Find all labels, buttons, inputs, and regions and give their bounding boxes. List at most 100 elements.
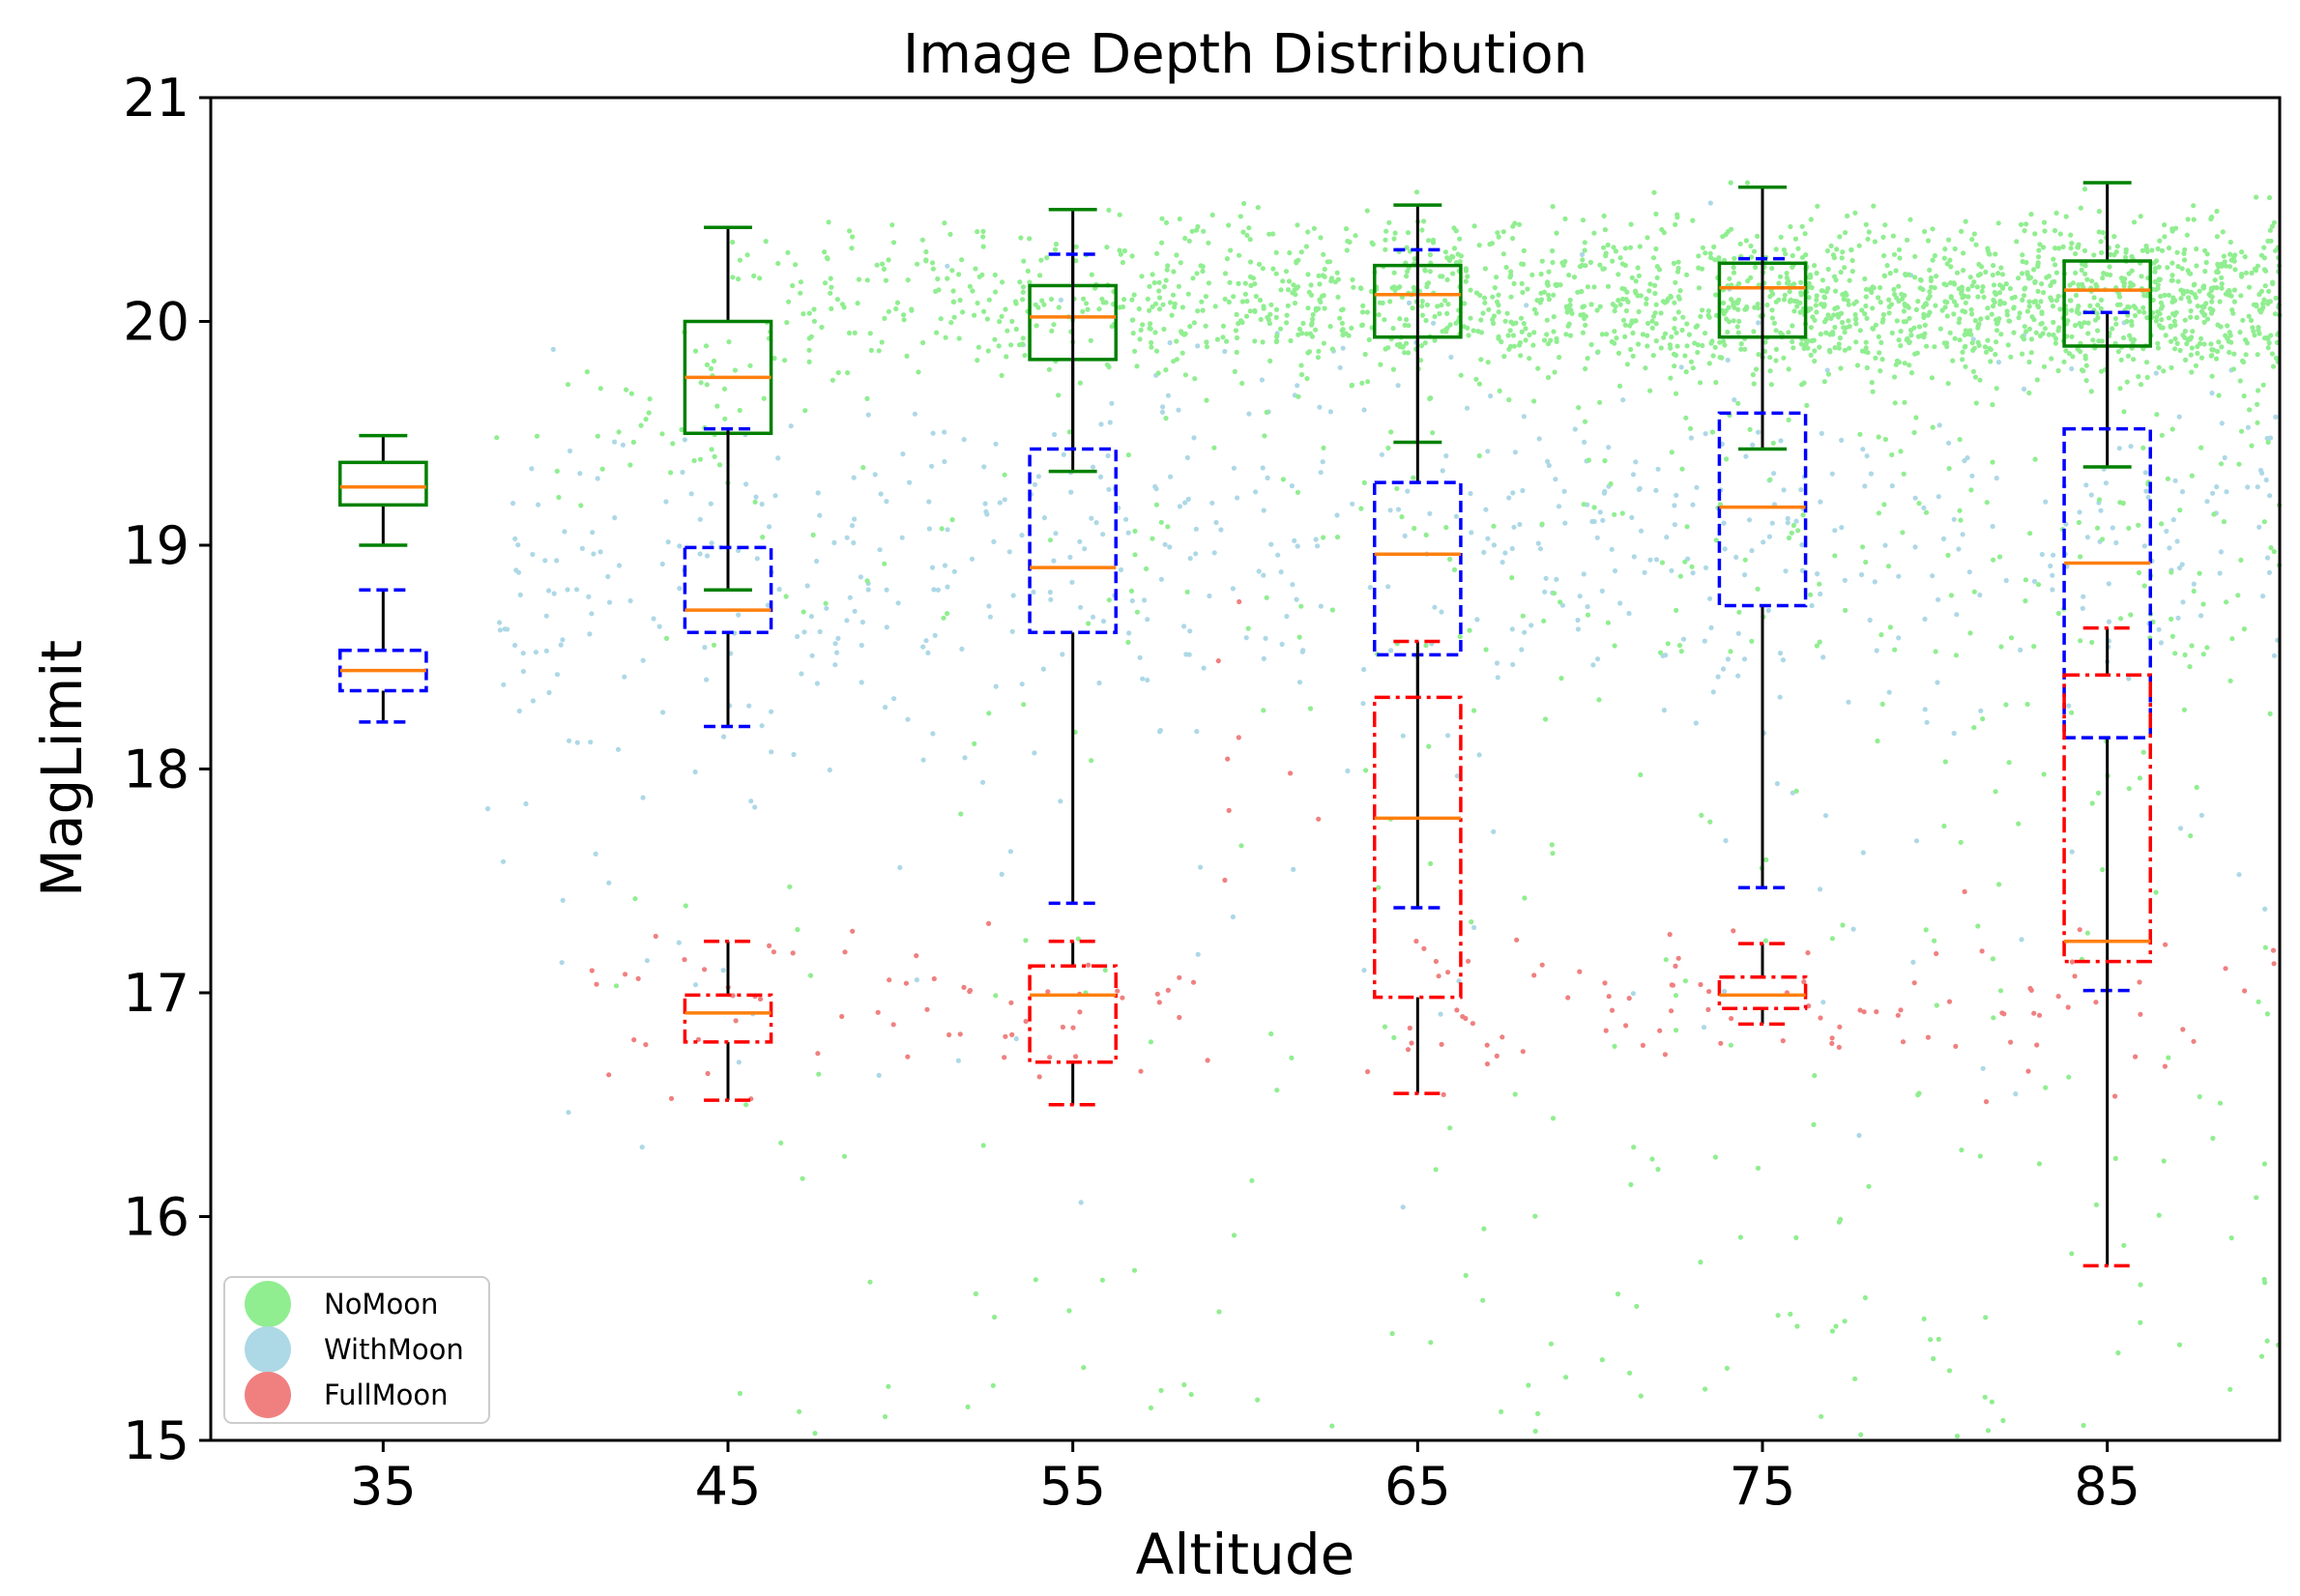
scatter-point (1927, 309, 1933, 315)
scatter-point (1496, 309, 1501, 315)
scatter-point (1790, 790, 1795, 796)
scatter-point (590, 530, 596, 536)
scatter-point (733, 1018, 739, 1024)
scatter-point (1983, 1099, 1990, 1105)
scatter-point (970, 288, 975, 294)
scatter-point (884, 587, 889, 593)
scatter-point (1878, 300, 1883, 305)
scatter-point (680, 469, 685, 476)
scatter-point (1842, 577, 1848, 583)
scatter-point (2188, 271, 2194, 276)
scatter-point (1971, 589, 1977, 595)
scatter-point (2036, 247, 2042, 253)
scatter-point (2261, 245, 2267, 250)
scatter-point (2095, 303, 2101, 308)
scatter-point (1549, 842, 1555, 848)
scatter-point (1299, 331, 1305, 336)
scatter-point (2020, 252, 2025, 258)
scatter-point (2023, 221, 2029, 227)
scatter-point (1667, 342, 1673, 348)
scatter-point (1262, 433, 1267, 439)
scatter-point (2214, 484, 2220, 490)
scatter-point (2063, 521, 2069, 527)
scatter-point (1339, 320, 1345, 326)
scatter-point (1982, 344, 1988, 350)
scatter-point (640, 657, 646, 663)
scatter-point (875, 1009, 881, 1015)
scatter-point (1735, 630, 1741, 636)
scatter-point (1689, 564, 1695, 569)
scatter-point (1898, 449, 1904, 454)
scatter-point (677, 586, 683, 592)
scatter-point (1657, 650, 1664, 655)
scatter-point (1819, 430, 1824, 436)
scatter-point (1163, 219, 1170, 225)
scatter-point (1903, 272, 1908, 277)
scatter-point (969, 556, 975, 562)
scatter-point (2215, 261, 2221, 267)
scatter-point (2153, 889, 2159, 895)
scatter-point (1671, 260, 1676, 266)
scatter-point (1061, 451, 1066, 457)
scatter-point (2225, 289, 2230, 295)
scatter-point (935, 276, 941, 282)
scatter-point (1505, 333, 1511, 338)
scatter-point (2191, 1038, 2197, 1044)
scatter-point (2270, 363, 2277, 369)
scatter-point (1658, 310, 1664, 316)
scatter-point (1985, 337, 1991, 343)
scatter-point (1187, 324, 1193, 330)
scatter-point (1743, 238, 1749, 244)
scatter-point (1769, 307, 1775, 313)
scatter-point (1829, 936, 1835, 942)
scatter-point (2007, 285, 2013, 292)
scatter-point (2051, 319, 2056, 325)
scatter-point (1773, 247, 1779, 252)
scatter-point (1255, 205, 1261, 211)
scatter-point (1334, 270, 1340, 276)
scatter-point (2187, 299, 2193, 305)
scatter-point (1969, 311, 1975, 317)
scatter-point (1836, 1044, 1842, 1050)
scatter-point (1484, 1061, 1491, 1067)
scatter-point (1516, 221, 1523, 227)
scatter-point (1821, 319, 1828, 325)
scatter-point (1256, 261, 1263, 267)
box-withmoon-75 (1717, 256, 1808, 889)
scatter-point (2208, 353, 2214, 359)
scatter-point (1008, 1000, 1014, 1005)
scatter-point (1668, 375, 1674, 381)
scatter-point (1591, 230, 1597, 236)
scatter-point (2189, 369, 2195, 375)
scatter-point (554, 558, 560, 564)
scatter-point (1991, 297, 1996, 303)
scatter-point (1781, 247, 1787, 253)
scatter-point (2175, 264, 2181, 270)
scatter-point (2141, 583, 2147, 589)
scatter-point (1635, 341, 1642, 347)
scatter-point (1343, 226, 1350, 232)
scatter-point (1104, 245, 1110, 250)
scatter-point (912, 411, 918, 417)
scatter-point (2154, 314, 2160, 320)
scatter-point (1550, 259, 1556, 266)
scatter-point (1764, 302, 1770, 308)
box-nomoon-35 (338, 433, 428, 547)
scatter-point (1736, 280, 1742, 286)
scatter-point (1145, 617, 1150, 623)
scatter-point (1558, 676, 1564, 682)
scatter-point (1535, 365, 1541, 371)
scatter-point (1557, 355, 1562, 361)
scatter-point (1266, 231, 1272, 237)
scatter-point (2172, 478, 2178, 483)
scatter-point (1761, 539, 1766, 545)
scatter-point (1161, 284, 1167, 290)
scatter-point (1165, 524, 1171, 530)
box-body (1373, 480, 1463, 657)
scatter-point (2236, 872, 2242, 878)
scatter-point (1145, 677, 1150, 683)
scatter-point (595, 476, 600, 481)
scatter-point (1261, 508, 1266, 513)
scatter-point (973, 266, 978, 272)
scatter-point (1840, 249, 1846, 255)
